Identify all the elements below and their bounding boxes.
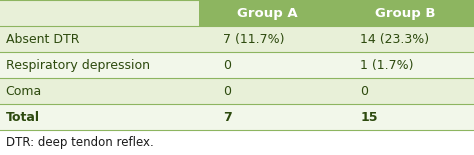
Text: 7: 7 <box>223 111 231 124</box>
Bar <box>337 104 474 130</box>
Bar <box>337 78 474 104</box>
Text: Total: Total <box>6 111 40 124</box>
Text: Group B: Group B <box>375 7 436 20</box>
Text: Absent DTR: Absent DTR <box>6 33 79 46</box>
Text: 7 (11.7%): 7 (11.7%) <box>223 33 284 46</box>
Bar <box>337 52 474 78</box>
Bar <box>0 52 199 78</box>
Text: 0: 0 <box>223 59 231 72</box>
Text: 1 (1.7%): 1 (1.7%) <box>360 59 414 72</box>
Bar <box>337 26 474 52</box>
Text: 0: 0 <box>223 85 231 98</box>
Text: Group A: Group A <box>237 7 298 20</box>
Bar <box>199 0 337 26</box>
Bar <box>0 78 199 104</box>
Text: 15: 15 <box>360 111 378 124</box>
Bar <box>0 104 199 130</box>
Text: 0: 0 <box>360 85 368 98</box>
Bar <box>0 26 199 52</box>
Bar <box>0 0 199 26</box>
Bar <box>199 26 337 52</box>
Bar <box>337 0 474 26</box>
Bar <box>199 104 337 130</box>
Text: DTR: deep tendon reflex.: DTR: deep tendon reflex. <box>6 136 154 149</box>
Text: Coma: Coma <box>6 85 42 98</box>
Bar <box>199 52 337 78</box>
Text: 14 (23.3%): 14 (23.3%) <box>360 33 429 46</box>
Text: Respiratory depression: Respiratory depression <box>6 59 150 72</box>
Bar <box>199 78 337 104</box>
